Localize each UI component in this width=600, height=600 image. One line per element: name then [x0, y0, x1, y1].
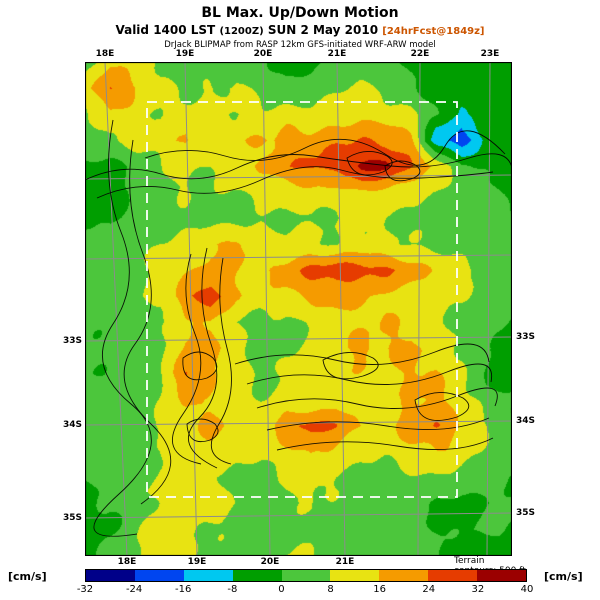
lon-label-bottom: 20E: [260, 557, 280, 567]
lon-label-top: 18E: [95, 49, 115, 59]
colorbar: [85, 569, 527, 582]
lon-label-top: 19E: [175, 49, 195, 59]
colorbar-segment: [134, 570, 184, 581]
colorbar-segment: [477, 570, 527, 581]
colorbar-tick-label: -16: [175, 584, 192, 595]
lat-label-left: 33S: [62, 336, 82, 346]
colorbar-segment: [281, 570, 331, 581]
colorbar-tick-label: 16: [373, 584, 387, 595]
model-line: DrJack BLIPMAP from RASP 12km GFS-initia…: [164, 40, 436, 50]
lat-label-left: 34S: [62, 420, 82, 430]
colorbar-tick-label: -32: [76, 584, 94, 595]
colorbar-segment: [428, 570, 478, 581]
map-area: [85, 62, 512, 556]
colorbar-tick-label: 8: [327, 584, 334, 595]
lon-label-bottom: 18E: [117, 557, 137, 567]
terrain-contour-lines: [85, 119, 512, 537]
valid-prefix: Valid 1400 LST: [115, 23, 216, 37]
lat-label-left: 35S: [62, 513, 82, 523]
colorbar-segment: [86, 570, 135, 581]
lon-label-top: 22E: [410, 49, 430, 59]
lat-label-right: 34S: [516, 416, 536, 426]
colorbar-tick-label: -8: [227, 584, 238, 595]
colorbar-segment: [379, 570, 429, 581]
lon-label-top: 20E: [253, 49, 273, 59]
map-overlay: [85, 62, 512, 556]
colorbar-segment: [232, 570, 282, 581]
lon-label-bottom: 19E: [187, 557, 207, 567]
colorbar-tick-label: 40: [520, 584, 534, 595]
colorbar-tick-label: 24: [422, 584, 436, 595]
lon-label-top: 23E: [480, 49, 500, 59]
map-frame: [85, 62, 512, 556]
graticule: [85, 62, 512, 556]
zulu-time: (1200Z): [219, 26, 264, 37]
colorbar-tick-label: 32: [471, 584, 485, 595]
colorbar-segment: [183, 570, 233, 581]
valid-date: SUN 2 May 2010: [267, 23, 379, 37]
page-title: BL Max. Up/Down Motion: [201, 5, 399, 21]
colorbar-segment: [330, 570, 380, 581]
heatmap-canvas: [85, 62, 512, 556]
lat-label-right: 33S: [516, 332, 536, 342]
lon-label-bottom: 21E: [335, 557, 355, 567]
lat-label-right: 35S: [516, 508, 536, 518]
forecast-tag: [24hrFcst@1849z]: [382, 26, 485, 37]
lon-label-top: 21E: [327, 49, 347, 59]
unit-label-left: [cm/s]: [8, 570, 47, 583]
domain-boundary-box: [146, 101, 458, 498]
colorbar-ticks: -32 -24 -16 -8 0 8 16 24 32 40: [77, 584, 534, 596]
colorbar-tick-label: 0: [278, 584, 285, 595]
unit-label-right: [cm/s]: [544, 570, 583, 583]
valid-line: Valid 1400 LST (1200Z) SUN 2 May 2010 [2…: [0, 23, 600, 37]
colorbar-tick-label: -24: [125, 584, 143, 595]
